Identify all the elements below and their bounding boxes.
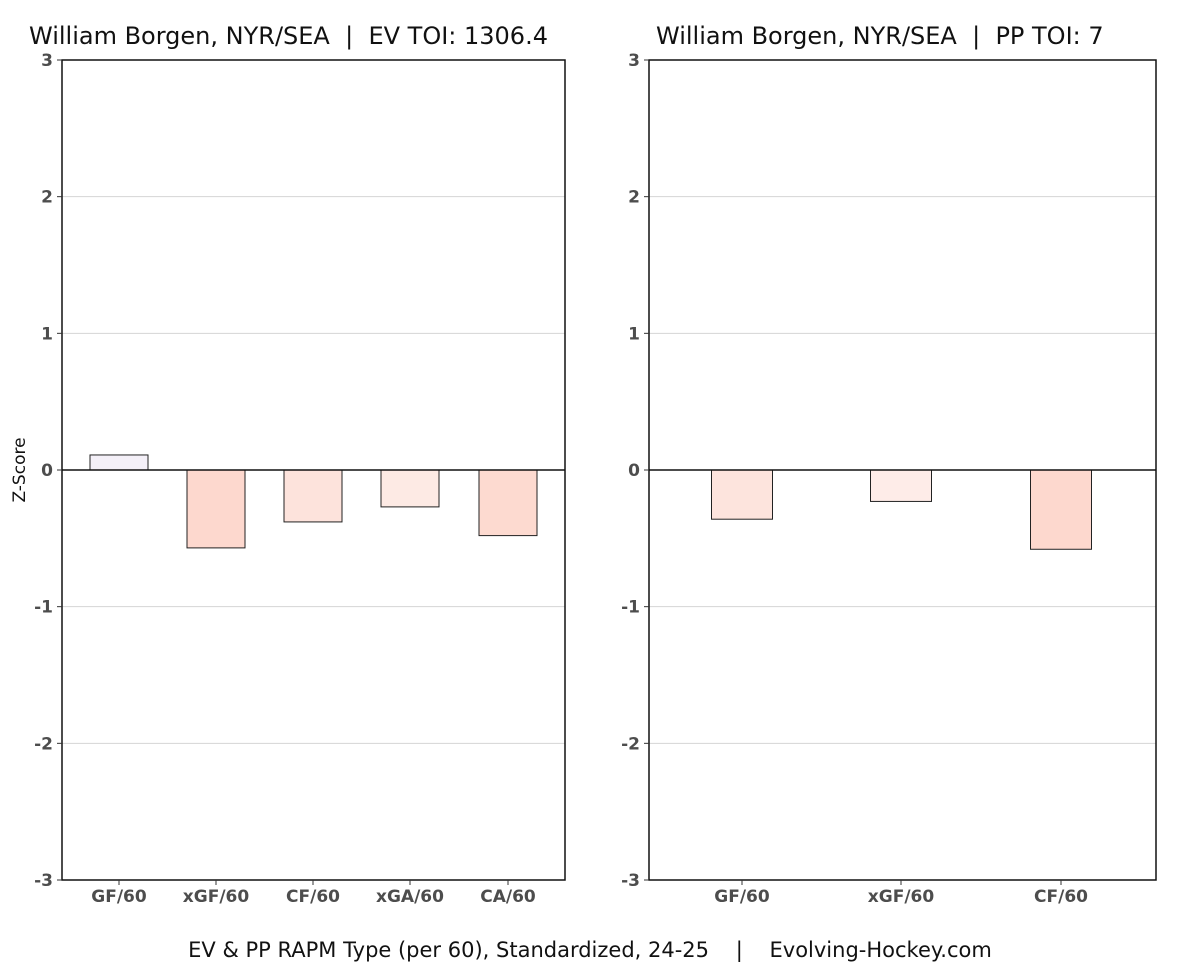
bar-cf-per-60: [1030, 469, 1092, 550]
figure-caption: EV & PP RAPM Type (per 60), Standardized…: [188, 938, 992, 963]
x-tick-label: xGA/60: [376, 887, 444, 907]
y-tick-label: -2: [34, 734, 53, 754]
y-tick-label: 1: [41, 324, 53, 344]
x-tick-label: CF/60: [1034, 887, 1088, 907]
ev-gridlines: [62, 196, 565, 744]
y-tick-label: -1: [621, 598, 640, 618]
x-tick-label: GF/60: [714, 887, 770, 907]
y-tick-label: 3: [628, 51, 640, 71]
bar-gf-per-60: [89, 454, 149, 471]
y-tick-label: 1: [628, 324, 640, 344]
y-tick-label: -1: [34, 598, 53, 618]
ev-chart-title: William Borgen, NYR/SEA | EV TOI: 1306.4: [29, 22, 548, 50]
y-axis-label: Z-Score: [10, 437, 30, 502]
x-tick-label: xGF/60: [868, 887, 935, 907]
bar-gf-per-60: [711, 469, 773, 520]
pp-rapm-panel: William Borgen, NYR/SEA | PP TOI: 7 -3 -2…: [621, 22, 1157, 907]
y-tick-label: -2: [621, 734, 640, 754]
ev-bars: [62, 454, 565, 549]
bar-cf-per-60: [283, 469, 343, 523]
x-tick-label: CF/60: [286, 887, 340, 907]
bar-xga-per-60: [380, 469, 440, 508]
y-tick-label: 0: [41, 461, 53, 481]
y-tick-label: 2: [41, 188, 53, 208]
y-tick-label: 0: [628, 461, 640, 481]
ev-rapm-panel: William Borgen, NYR/SEA | EV TOI: 1306.4…: [10, 22, 566, 907]
pp-gridlines: [649, 196, 1156, 744]
ev-ticks: -3 -2 -1 0 1 2 3 GF/60 xGF/60 CF/60 xGA/60 CA/60: [34, 51, 566, 907]
pp-chart-title: William Borgen, NYR/SEA | PP TOI: 7: [656, 22, 1104, 50]
x-tick-label: CA/60: [480, 887, 536, 907]
y-tick-label: -3: [34, 871, 53, 891]
y-tick-label: 2: [628, 188, 640, 208]
bar-xgf-per-60: [186, 469, 246, 549]
x-tick-label: GF/60: [91, 887, 147, 907]
bar-ca-per-60: [478, 469, 538, 537]
bar-xgf-per-60: [870, 469, 932, 502]
x-tick-label: xGF/60: [183, 887, 250, 907]
pp-bars: [649, 469, 1156, 550]
y-tick-label: -3: [621, 871, 640, 891]
y-tick-label: 3: [41, 51, 53, 71]
pp-ticks: -3 -2 -1 0 1 2 3 GF/60 xGF/60 CF/60: [621, 51, 1157, 907]
